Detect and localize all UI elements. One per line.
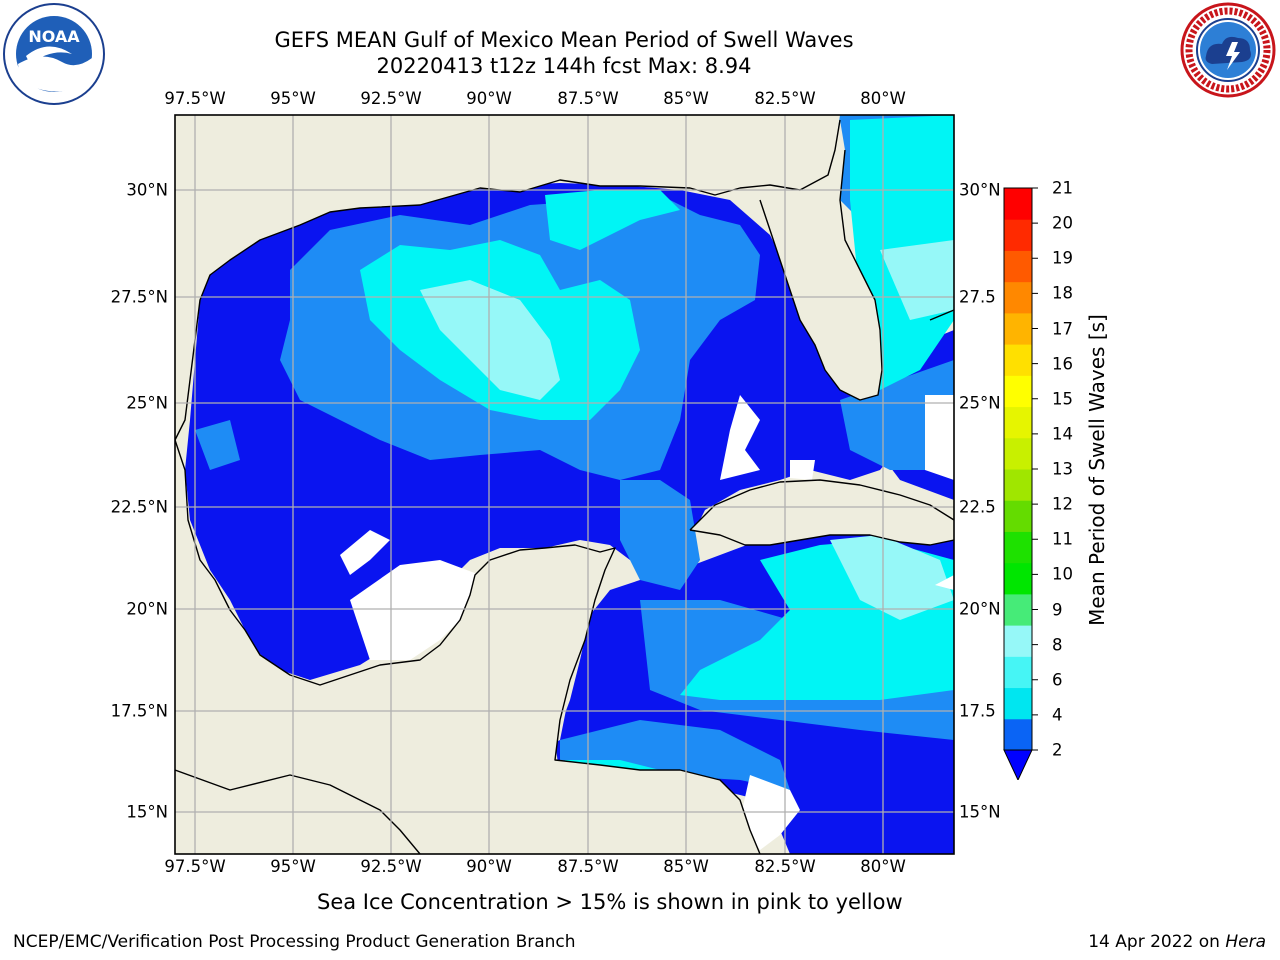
lat-label-right: 22.5 (959, 497, 996, 517)
colorbar-tick-label: 20 (1052, 213, 1073, 233)
map-title: GEFS MEAN Gulf of Mexico Mean Period of … (274, 28, 854, 52)
colorbar-swatch (1004, 250, 1032, 283)
lon-label-bottom: 80°W (860, 857, 906, 876)
colorbar-swatch (1004, 188, 1032, 220)
lon-label-top: 87.5°W (557, 89, 619, 108)
colorbar-swatch (1004, 406, 1032, 439)
colorbar-extend-arrow (1003, 749, 1033, 780)
colorbar-tick-label: 16 (1052, 354, 1073, 374)
run-date-text: 14 Apr 2022 on (1088, 932, 1226, 952)
colorbar-tick-label: 14 (1052, 424, 1073, 444)
lat-label-left: 20°N (126, 599, 168, 619)
nws-logo (1180, 2, 1276, 98)
lat-label-right: 15°N (959, 802, 1001, 822)
lat-label-left: 30°N (126, 180, 168, 200)
lat-label-left: 17.5°N (110, 701, 168, 721)
colorbar-tick-label: 12 (1052, 494, 1073, 514)
lon-label-top: 97.5°W (164, 89, 226, 108)
colorbar-tick-label: 15 (1052, 389, 1073, 409)
colorbar-swatch (1004, 312, 1032, 345)
lon-label-bottom: 85°W (663, 857, 709, 876)
colorbar-tick-label: 13 (1052, 459, 1073, 479)
lon-label-bottom: 92.5°W (360, 857, 422, 876)
colorbar-swatch (1004, 469, 1032, 501)
map-frame (174, 114, 955, 855)
lon-label-top: 95°W (270, 89, 316, 108)
no-data-patches (340, 395, 954, 850)
us-gulf-coast (175, 115, 840, 440)
colorbar-tick-label: 10 (1052, 564, 1073, 584)
colorbar-tick-label: 4 (1052, 705, 1063, 725)
colorbar-tick-label: 8 (1052, 635, 1063, 655)
colorbar-tick-label: 9 (1052, 600, 1063, 619)
machine-name: Hera (1225, 932, 1266, 952)
lon-label-bottom: 97.5°W (164, 857, 226, 876)
colorbar-swatch (1004, 593, 1032, 626)
colorbar-swatch (1004, 656, 1032, 689)
colorbar-tick-label: 19 (1052, 248, 1073, 268)
run-date: 14 Apr 2022 on Hera (1088, 932, 1266, 952)
svg-text:NOAA: NOAA (28, 27, 80, 46)
lat-label-right: 27.5 (959, 287, 996, 307)
colorbar-swatch (1004, 531, 1032, 564)
colorbar-swatch (1004, 437, 1032, 470)
colorbar-title: Mean Period of Swell Waves [s] (1085, 314, 1109, 626)
lon-label-top: 82.5°W (754, 89, 816, 108)
lon-label-top: 80°W (860, 89, 906, 108)
lat-label-right: 30°N (959, 180, 1001, 200)
colorbar-swatch (1004, 375, 1032, 408)
lon-label-bottom: 87.5°W (557, 857, 619, 876)
graticule (175, 115, 954, 854)
landmasses (175, 115, 954, 854)
sea-ice-note: Sea Ice Concentration > 15% is shown in … (317, 890, 903, 914)
lat-label-left: 22.5°N (110, 497, 168, 517)
colorbar-tick-label: 2 (1052, 740, 1063, 760)
map-subtitle: 20220413 t12z 144h fcst Max: 8.94 (376, 54, 752, 78)
cuba (690, 480, 954, 545)
lat-label-right: 20°N (959, 599, 1001, 619)
colorbar-swatch (1004, 718, 1032, 751)
lat-label-left: 15°N (126, 802, 168, 822)
colorbar-swatch (1004, 500, 1032, 532)
colorbar-swatch (1004, 687, 1032, 720)
colorbar-tick-label: 6 (1052, 670, 1063, 690)
producer-credit: NCEP/EMC/Verification Post Processing Pr… (13, 932, 576, 952)
florida (760, 120, 882, 400)
lat-label-left: 27.5°N (110, 287, 168, 307)
colorbar-swatch (1004, 219, 1032, 251)
coastlines (175, 119, 954, 854)
colorbar-tick-label: 18 (1052, 283, 1073, 303)
colorbar-swatch (1004, 344, 1032, 376)
colorbar-tick-label: 17 (1052, 319, 1073, 338)
colorbar-tick-label: 11 (1052, 529, 1073, 549)
colorbar-tick-label: 21 (1052, 178, 1073, 198)
lon-label-bottom: 90°W (466, 857, 512, 876)
lon-label-bottom: 82.5°W (754, 857, 816, 876)
colorbar-swatch (1004, 281, 1032, 314)
lat-label-left: 25°N (126, 393, 168, 413)
lon-label-top: 85°W (663, 89, 709, 108)
lat-label-right: 25°N (959, 393, 1001, 413)
colorbar (1003, 187, 1038, 780)
noaa-logo: NOAA (3, 3, 105, 105)
lat-label-right: 17.5 (959, 701, 996, 721)
lon-label-top: 90°W (466, 89, 512, 108)
colorbar-swatch (1004, 625, 1032, 657)
lon-label-top: 92.5°W (360, 89, 422, 108)
colorbar-swatch (1004, 562, 1032, 595)
lon-label-bottom: 95°W (270, 857, 316, 876)
